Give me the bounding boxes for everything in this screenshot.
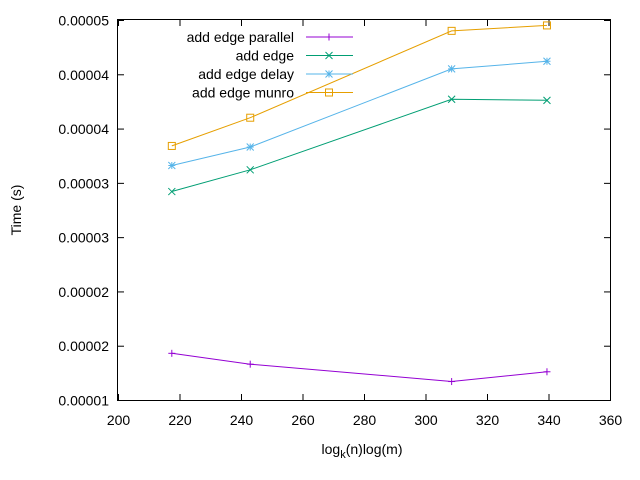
data-point: [543, 368, 551, 376]
series-add-edge-delay: [167, 57, 551, 170]
data-point: [325, 33, 333, 41]
series-line: [171, 60, 548, 166]
data-point: [325, 70, 333, 78]
legend: add edge parallel add edge add edge delay a…: [187, 29, 353, 101]
data-point: [325, 51, 333, 60]
data-point: [246, 143, 255, 151]
x-tick-label: 220: [168, 412, 192, 428]
y-tick-label: 0.00002: [58, 284, 109, 300]
legend-label: add edge delay: [198, 66, 294, 82]
legend-item: add edge munro: [192, 85, 353, 101]
axis-ticks: [118, 20, 611, 401]
y-tick-label: 0.00002: [58, 338, 109, 354]
data-point: [167, 161, 176, 170]
series-line: [171, 352, 548, 383]
data-point: [168, 349, 176, 357]
y-tick-label: 0.00003: [58, 230, 109, 246]
series-add-edge: [167, 95, 551, 196]
x-tick-label: 260: [291, 412, 315, 428]
legend-label: add edge parallel: [187, 29, 294, 45]
x-tick-label: 360: [599, 412, 623, 428]
x-tick-label: 240: [230, 412, 254, 428]
legend-item: add edge delay: [198, 66, 353, 82]
data-point: [448, 378, 456, 386]
data-point: [542, 21, 551, 30]
y-tick-label: 0.00005: [58, 13, 109, 29]
y-tick-label: 0.00001: [58, 393, 109, 409]
data-point: [447, 65, 456, 73]
legend-label: add edge: [236, 48, 295, 64]
data-point: [167, 141, 176, 150]
data-point: [246, 165, 255, 174]
plot-frame: [117, 19, 611, 401]
series-line: [171, 98, 548, 192]
series-layer: [167, 21, 551, 386]
x-tick-label: 320: [476, 412, 500, 428]
y-tick-label: 0.00004: [58, 67, 109, 83]
data-point: [246, 113, 255, 122]
x-tick-label: 200: [107, 412, 131, 428]
x-axis-title-base: log: [322, 441, 341, 457]
x-tick-label: 340: [537, 412, 561, 428]
y-tick-label: 0.00004: [58, 121, 109, 137]
data-point: [246, 360, 254, 368]
series-add-edge-parallel: [168, 349, 551, 386]
legend-label: add edge munro: [192, 85, 294, 101]
x-tick-label: 280: [353, 412, 377, 428]
data-point: [167, 187, 176, 196]
y-axis-title: Time (s): [8, 185, 24, 236]
legend-item: add edge parallel: [187, 29, 353, 45]
y-tick-label: 0.00003: [58, 175, 109, 191]
data-point: [447, 95, 456, 104]
x-tick-label: 300: [414, 412, 438, 428]
legend-item: add edge: [236, 48, 353, 64]
axis-tick-labels: 200 220 240 260 280 300 320 340 360 0.00001 0.0000…: [58, 13, 622, 429]
data-point: [543, 57, 551, 66]
data-point: [543, 96, 551, 105]
x-axis-title-rest: (n)log(m): [346, 441, 403, 457]
data-point: [447, 26, 456, 35]
x-axis-title: logk(n)log(m): [322, 441, 403, 461]
data-point: [325, 88, 333, 97]
x-axis-title-subscript: k: [340, 449, 346, 461]
